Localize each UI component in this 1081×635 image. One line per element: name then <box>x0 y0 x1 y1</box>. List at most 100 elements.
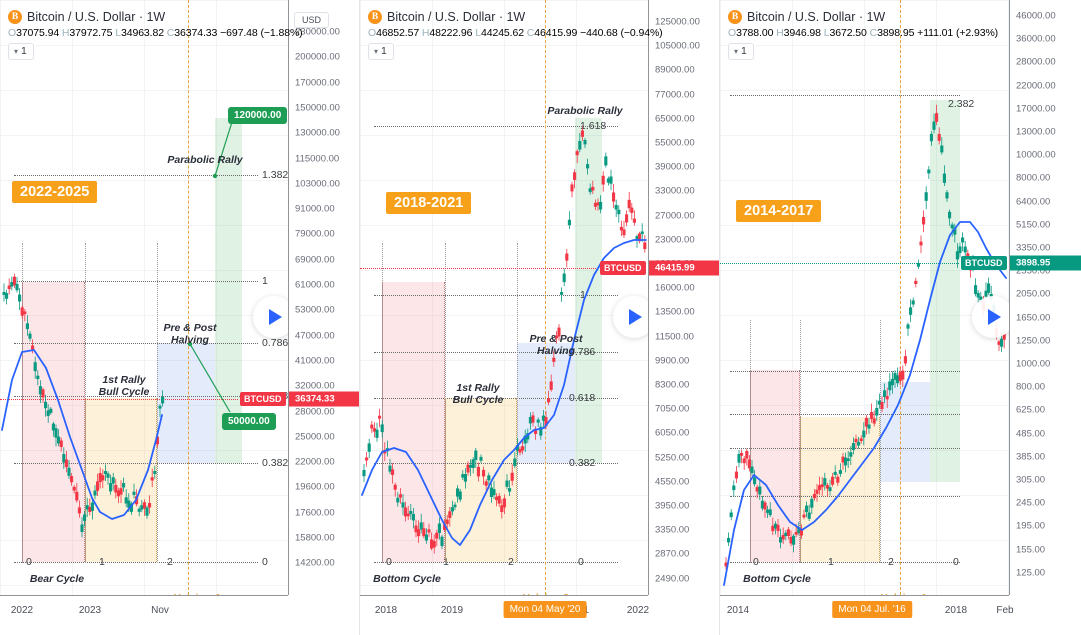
price-tick: 3950.00 <box>655 500 690 512</box>
parabolic-rally-zone <box>930 100 960 482</box>
gridline-horizontal <box>0 225 288 226</box>
price-tick: 8300.00 <box>655 379 690 391</box>
play-icon <box>629 309 642 325</box>
note-pre-post-halving-line2: Halving <box>537 345 575 358</box>
note-pre-post-halving-line2: Halving <box>171 334 209 347</box>
price-scale-1[interactable]: USD 230000.00 200000.00 170000.00 150000.00… <box>288 0 359 595</box>
chart-panel-2022-2025[interactable]: 1.382 1 0.786 0.618 0.382 0 0 1 2 Halvin… <box>0 0 360 635</box>
time-tick: 2014 <box>726 605 750 616</box>
play-icon <box>269 309 282 325</box>
current-price-line <box>0 399 238 400</box>
price-tick: 105000.00 <box>655 40 700 52</box>
fib-label-1: 1 <box>262 275 268 287</box>
current-price-tag: 46415.99 <box>649 260 719 276</box>
price-tick: 8000.00 <box>1016 172 1051 184</box>
gridline-horizontal <box>360 135 648 136</box>
ma-indicator-toggle[interactable]: ▾ 1 <box>728 43 754 60</box>
gridline-horizontal <box>720 180 1009 181</box>
price-scale-2[interactable]: 125000.00 105000.00 89000.00 77000.00 65000.… <box>648 0 719 595</box>
fib-line-1382 <box>14 175 258 176</box>
currency-label: USD <box>294 12 330 28</box>
fib-line-0 <box>14 562 258 563</box>
gridline-horizontal <box>720 225 1009 226</box>
fib-label-2382: 2.382 <box>948 98 975 110</box>
note-pre-post-halving-line1: Pre & Post <box>529 333 583 345</box>
chart-panel-2018-2021[interactable]: 1.618 1 0.786 0.618 0.382 0 1 2 0 Halvin… <box>360 0 720 635</box>
time-tick: Nov <box>151 605 169 616</box>
price-tick: 11500.00 <box>655 331 694 343</box>
chevron-down-icon: ▾ <box>14 46 19 56</box>
current-symbol-pill: BTCUSD <box>240 392 286 406</box>
target-badge-50000[interactable]: 50000.00 <box>222 413 276 430</box>
price-tick: 77000.00 <box>655 89 695 101</box>
fib-label-0382: 0.382 <box>262 457 289 469</box>
play-replay-button[interactable] <box>972 296 1014 338</box>
target-badge-120000[interactable]: 120000.00 <box>228 107 288 124</box>
ma-indicator-value: 1 <box>381 45 387 57</box>
gridline-vertical <box>1008 0 1009 595</box>
era-badge: 2014-2017 <box>736 200 822 222</box>
price-tick: 200000.00 <box>295 51 340 63</box>
time-scale-2[interactable]: 2018201920212022Mon 04 May '20 <box>360 595 649 635</box>
gridline-horizontal <box>360 180 648 181</box>
price-tick: 39000.00 <box>655 161 695 173</box>
price-tick: 32000.00 <box>295 380 335 392</box>
segment-marker-1 <box>445 243 446 563</box>
fib-line-1 <box>730 371 960 372</box>
gridline-horizontal <box>360 225 648 226</box>
price-tick: 13500.00 <box>655 306 695 318</box>
era-badge: 2018-2021 <box>386 192 472 214</box>
price-tick: 15800.00 <box>295 532 335 544</box>
price-tick: 28000.00 <box>295 406 335 417</box>
current-symbol-pill: BTCUSD <box>961 256 1007 270</box>
chart-panel-2014-2017[interactable]: 2.382 1 0.786 0.618 0.382 0 1 2 0 Halvin… <box>720 0 1081 635</box>
gridline-horizontal <box>0 270 288 271</box>
price-tick: 55000.00 <box>655 137 695 149</box>
gridline-horizontal <box>720 0 1009 1</box>
gridline-horizontal <box>0 180 288 181</box>
price-scale-3[interactable]: 46000.00 36000.00 28000.00 22000.00 17000.00… <box>1009 0 1081 595</box>
gridline-horizontal <box>720 135 1009 136</box>
gridline-horizontal <box>0 315 288 316</box>
fib-line-1 <box>14 281 258 282</box>
first-rally-bull-cycle-zone <box>800 417 880 562</box>
price-tick: 103000.00 <box>295 178 340 190</box>
segment-marker-1 <box>85 243 86 563</box>
segment-marker-2 <box>517 243 518 563</box>
time-scale-3[interactable]: 201422018FebMon 04 Jul. '16 <box>720 595 1014 635</box>
price-tick: 305.00 <box>1016 474 1046 486</box>
price-tick: 4550.00 <box>655 476 690 488</box>
price-tick: 385.00 <box>1016 451 1046 463</box>
fib-line-0 <box>374 562 618 563</box>
price-tick: 16000.00 <box>655 282 695 294</box>
gridline-horizontal <box>360 90 648 91</box>
price-tick: 47000.00 <box>295 330 335 342</box>
note-pre-post-halving: Pre & Post Halving <box>529 333 582 357</box>
pre-post-halving-zone <box>880 382 930 482</box>
time-tick: Feb <box>996 605 1014 616</box>
price-tick: 17000.00 <box>1016 103 1056 115</box>
price-tick: 89000.00 <box>655 64 695 76</box>
ma-indicator-toggle[interactable]: ▾ 1 <box>368 43 394 60</box>
price-tick: 485.00 <box>1016 428 1046 440</box>
price-tick: 65000.00 <box>655 113 695 125</box>
cycle-number-1: 1 <box>828 556 834 568</box>
fib-line-0786 <box>730 414 960 415</box>
price-tick: 3350.00 <box>655 524 690 536</box>
current-symbol-pill: BTCUSD <box>600 261 646 275</box>
price-tick: 115000.00 <box>295 153 340 164</box>
fib-label-0786: 0.786 <box>262 337 289 349</box>
gridline-horizontal <box>720 585 1009 586</box>
note-parabolic-rally-text: Parabolic Rally <box>167 154 243 166</box>
bear-cycle-zone <box>750 370 800 562</box>
ma-indicator-toggle[interactable]: ▾ 1 <box>8 43 34 60</box>
fib-line-2382 <box>730 95 960 96</box>
price-tick: 2870.00 <box>655 548 690 560</box>
gridline-vertical <box>144 0 145 595</box>
time-scale-1[interactable]: 2022 2023 Nov <box>0 595 288 635</box>
chevron-down-icon: ▾ <box>374 46 379 56</box>
fib-label-0382: 0.382 <box>569 457 596 469</box>
price-tick: 22000.00 <box>1016 80 1056 92</box>
price-tick: 625.00 <box>1016 404 1046 416</box>
